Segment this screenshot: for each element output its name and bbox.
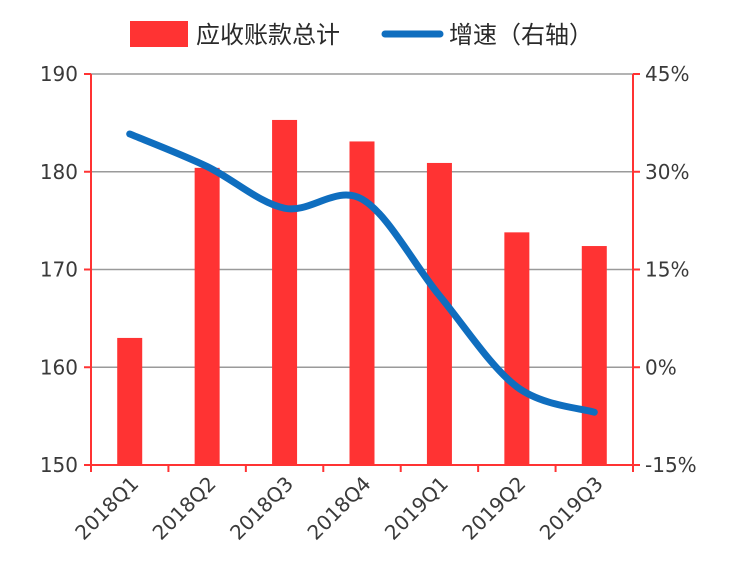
y-left-tick-label: 170 (40, 258, 78, 282)
y-right-tick-label: 15% (645, 258, 689, 282)
y-left-tick-label: 160 (40, 355, 78, 379)
legend: 应收账款总计 增速（右轴） (130, 21, 593, 49)
x-tick-label: 2018Q4 (302, 472, 375, 545)
bar (194, 167, 220, 465)
y-left-tick-label: 190 (40, 62, 78, 86)
x-tick-label: 2019Q2 (457, 472, 530, 545)
bar (426, 162, 452, 465)
y-left-tick-label: 150 (40, 453, 78, 477)
x-tick-label: 2018Q2 (148, 472, 221, 545)
bar (272, 119, 298, 465)
x-tick-label: 2018Q1 (70, 472, 143, 545)
y-right-tick-label: 0% (645, 355, 677, 379)
y-right-tick-label: 45% (645, 62, 689, 86)
legend-bar-swatch (130, 21, 188, 47)
y-right-tick-label: 30% (645, 160, 689, 184)
legend-bar-label: 应收账款总计 (196, 21, 340, 49)
bar (581, 246, 607, 465)
bar (504, 232, 530, 465)
x-tick-label: 2019Q3 (535, 472, 608, 545)
x-tick-label: 2018Q3 (225, 472, 298, 545)
growth-line (126, 130, 598, 416)
bar-series (117, 119, 607, 465)
bar (117, 337, 143, 465)
y-left-tick-label: 180 (40, 160, 78, 184)
y-right-tick-label: -15% (645, 453, 697, 477)
x-tick-label: 2019Q1 (380, 472, 453, 545)
bar (349, 141, 375, 465)
line-series (126, 130, 598, 416)
axes (84, 73, 640, 472)
legend-line-label: 增速（右轴） (449, 21, 593, 49)
